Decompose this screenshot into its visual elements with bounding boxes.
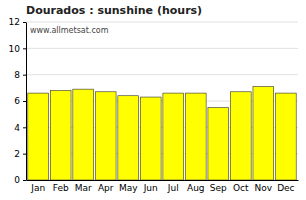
x-axis-line [27,180,299,181]
y-tick-label: 12 [9,17,20,27]
y-tick-mark [23,48,26,49]
y-tick-mark [23,127,26,128]
x-tick-label: Jul [167,183,179,193]
x-tick-label: May [119,183,138,193]
y-axis-line [26,23,27,181]
x-tick-label: Jan [30,183,45,193]
x-tick-label: Feb [53,183,69,193]
x-tick: Jun [143,183,158,193]
grid-line [26,22,298,23]
y-tick-mark [23,75,26,76]
x-tick: Feb [53,183,69,193]
bar [185,93,206,180]
x-tick-label: Oct [233,183,249,193]
y-tick-label: 4 [14,123,20,133]
bars [28,87,296,180]
y-tick-label: 10 [9,44,21,54]
bar [275,93,296,180]
x-tick-label: Jun [143,183,158,193]
x-tick: Apr [98,183,114,193]
grid [26,22,298,180]
y-axis: 0 2 4 6 8 10 12 [9,17,27,185]
y-tick-mark [23,101,26,102]
x-axis: Jan Feb Mar Apr May Jun Jul Aug Sep Oct Nov Dec [27,181,299,194]
bar [140,97,161,180]
y-tick: 8 [14,70,26,80]
x-tick: Jul [167,183,179,193]
x-tick-label: Sep [210,183,227,193]
title: Dourados : sunshine (hours) [26,4,202,17]
x-tick: Nov [255,183,273,193]
x-tick-label: Aug [187,183,205,193]
x-tick: Sep [210,183,227,193]
y-tick-label: 6 [14,96,20,106]
y-tick: 12 [9,17,26,27]
y-tick: 6 [14,96,26,106]
x-tick: Mar [75,183,92,193]
x-tick: Oct [233,183,249,193]
y-tick-mark [23,180,26,181]
bar [95,92,116,180]
x-tick: Aug [187,183,205,193]
y-tick: 4 [14,123,26,133]
x-tick-label: Dec [277,183,294,193]
y-tick-label: 8 [14,70,20,80]
x-tick-label: Apr [98,183,114,193]
y-tick-label: 2 [14,149,20,159]
annotation: www.allmetsat.com [30,26,109,35]
x-tick: Dec [277,183,294,193]
grid-line [26,74,298,75]
x-tick-label: Nov [255,183,273,193]
y-tick-label: 0 [14,175,20,185]
x-tick: Jan [30,183,45,193]
bar [253,87,274,180]
y-tick-mark [23,22,26,23]
bar [118,96,139,180]
bar [208,108,229,180]
bar [28,93,49,180]
bar [73,89,94,180]
x-tick: May [119,183,138,193]
grid-line [26,48,298,49]
y-tick-mark [23,154,26,155]
y-tick: 0 [14,175,26,185]
bar [230,92,251,180]
y-tick: 10 [9,44,26,54]
chart: Jan Feb Mar Apr May Jun Jul Aug Sep Oct Nov Dec 0 2 4 6… [0,0,306,200]
bar [163,93,184,180]
bar [50,90,71,180]
y-tick: 2 [14,149,26,159]
x-tick-label: Mar [75,183,92,193]
